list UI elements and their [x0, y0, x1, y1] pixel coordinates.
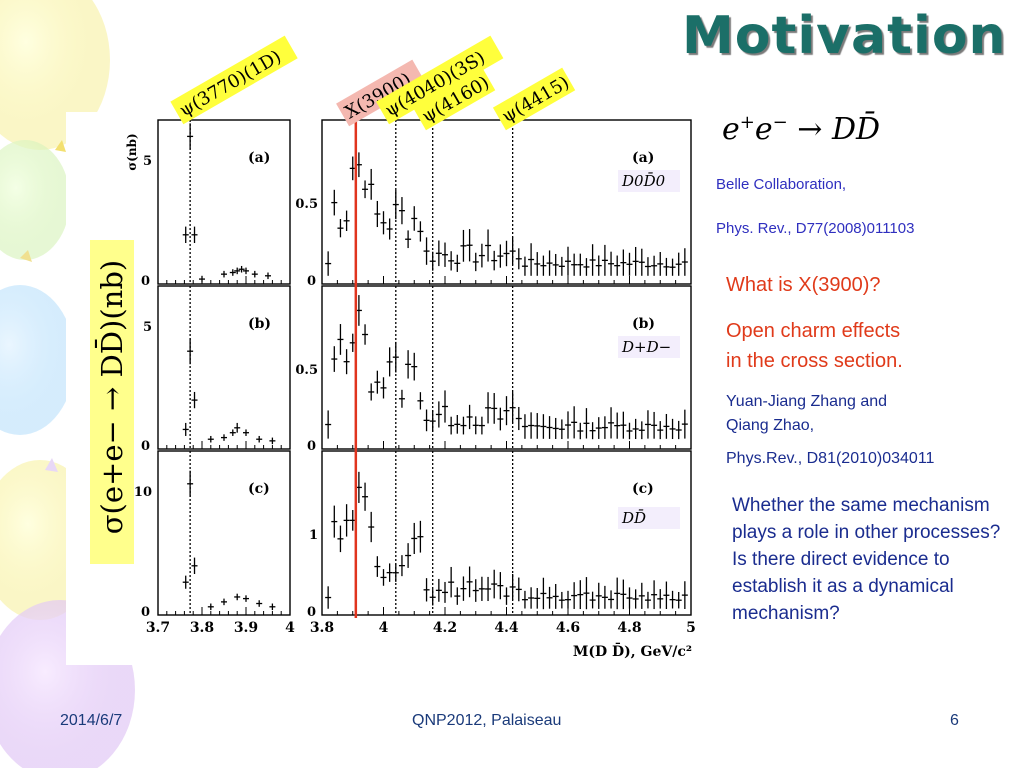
footer-date: 2014/6/7	[60, 712, 123, 729]
channel-label-bg	[618, 170, 680, 192]
left-ytick-label: 0	[141, 274, 150, 289]
confetti	[55, 140, 66, 152]
right-ytick-label: 1	[309, 528, 318, 543]
left-xtick-label: 3.9	[234, 620, 258, 636]
confetti	[45, 458, 58, 472]
right-xtick-label: 3.8	[310, 620, 334, 636]
left-ytick-label: 5	[143, 320, 152, 335]
channel-label: D0D̄0	[621, 172, 666, 190]
question-x3900: What is X(3900)?	[726, 274, 881, 296]
left-ytick-label: 0	[141, 605, 150, 620]
left-panel-frame	[157, 450, 291, 616]
left-ytick-label: 0	[141, 439, 150, 454]
left-panel-frame	[157, 285, 291, 450]
left-xtick-label: 3.8	[190, 620, 214, 636]
panel-label: (b)	[248, 316, 271, 332]
right-xtick-label: 4.6	[556, 620, 580, 636]
right-xtick-label: 4.4	[494, 620, 519, 636]
cross-section-figure: 0 5 0 0.5 (a) (a) D0D̄0 0 5 0 0.5 (b) (b) D+D− 0 10 0 1 (c…	[66, 35, 700, 665]
footer-conference: QNP2012, Palaiseau	[412, 712, 562, 729]
left-xtick-label: 4	[285, 620, 295, 636]
right-ytick-label: 0	[307, 439, 316, 454]
slide-title: Motivation	[682, 6, 1007, 66]
right-ytick-label: 0.5	[295, 197, 318, 212]
channel-label: D+D−	[621, 338, 671, 356]
resonance-label-bg	[492, 67, 576, 131]
belle-reference: Phys. Rev., D77(2008)011103	[716, 220, 915, 237]
reaction-equation: e+e− → DD̄	[722, 112, 881, 147]
panel-label: (a)	[248, 150, 270, 166]
panel-label: (c)	[248, 481, 270, 497]
balloon-blue	[0, 285, 75, 435]
question-mechanism: Whether the same mechanism plays a role …	[732, 495, 1001, 624]
x-axis-title: M(D D̄), GeV/c²	[573, 641, 692, 660]
panel-label: (b)	[632, 316, 655, 332]
right-ytick-label: 0.5	[295, 363, 318, 378]
right-xtick-label: 4.2	[433, 620, 457, 636]
right-ytick-label: 0	[307, 605, 316, 620]
balloon-green	[0, 140, 70, 260]
left-ytick-label: 10	[134, 485, 152, 500]
panel-label: (c)	[632, 481, 654, 497]
right-xtick-label: 4	[379, 620, 389, 636]
channel-label-bg	[618, 336, 680, 358]
left-yaxis-title: σ(nb)	[125, 133, 139, 170]
confetti	[20, 250, 32, 262]
resonance-label-bg	[170, 35, 298, 125]
footer-page-number: 6	[950, 712, 959, 729]
y-axis-label-box: σ(e+e− → DD̄)(nb)	[90, 240, 134, 564]
channel-label-bg	[618, 507, 680, 529]
left-xtick-label: 3.7	[146, 620, 170, 636]
resonance-label-bg	[376, 35, 504, 125]
authors-reference: Phys.Rev., D81(2010)034011	[726, 450, 935, 467]
belle-collaboration: Belle Collaboration,	[716, 176, 847, 193]
question-open-charm: Open charm effects in the cross section.	[726, 320, 903, 372]
y-axis-label: σ(e+e− → DD̄)(nb)	[95, 259, 129, 535]
panel-label: (a)	[632, 150, 654, 166]
left-panel-frame	[157, 119, 291, 285]
right-xtick-label: 5	[686, 620, 696, 636]
resonance-label-text: ψ(3770)(1D)	[176, 46, 285, 121]
right-xtick-label: 4.8	[617, 620, 641, 636]
resonance-label-bg	[412, 67, 496, 131]
right-ytick-label: 0	[307, 274, 316, 289]
resonance-label: ψ(3770)(1D)	[170, 35, 298, 125]
resonance-label-bg	[336, 59, 426, 127]
channel-label: DD̄	[621, 509, 646, 527]
authors: Yuan-Jiang Zhang and Qiang Zhao,	[726, 393, 888, 434]
left-ytick-label: 5	[143, 154, 152, 169]
